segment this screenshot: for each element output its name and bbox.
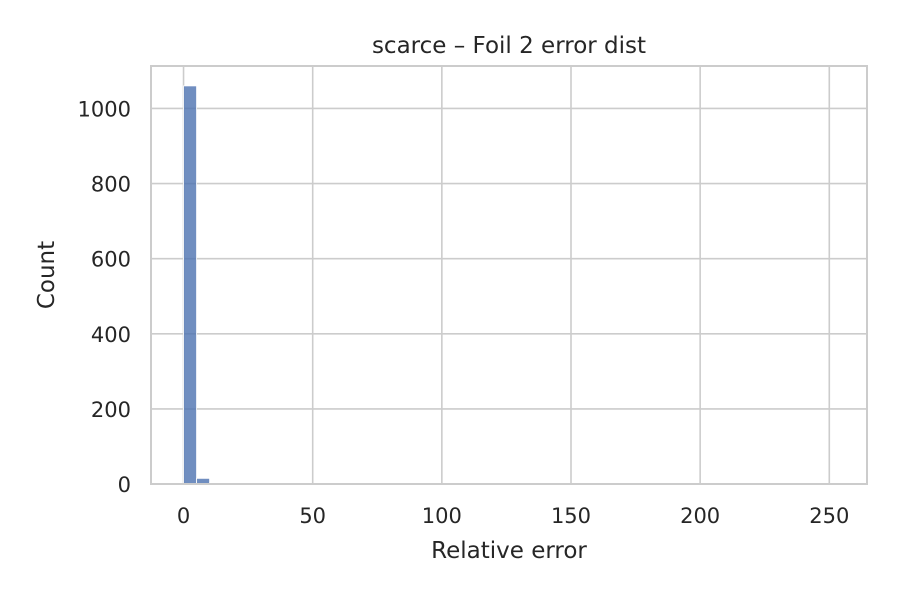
grid [151, 66, 867, 485]
histogram-bar [183, 85, 197, 485]
y-axis-label: Count [34, 241, 60, 309]
y-tick-label: 600 [91, 248, 131, 272]
x-tick-labels: 0 50 100 150 200 250 [177, 504, 849, 528]
y-tick-label: 800 [91, 173, 131, 197]
bars [183, 85, 835, 485]
y-tick-label: 1000 [78, 97, 131, 121]
x-tick-label: 250 [809, 504, 849, 528]
x-tick-label: 0 [177, 504, 190, 528]
x-tick-label: 100 [422, 504, 462, 528]
y-tick-label: 400 [91, 323, 131, 347]
x-tick-label: 150 [551, 504, 591, 528]
plot-frame [150, 65, 868, 485]
x-axis-label: Relative error [431, 538, 587, 564]
x-tick-label: 50 [299, 504, 326, 528]
y-tick-label: 0 [118, 473, 131, 497]
y-tick-labels: 0 200 400 600 800 1000 [78, 97, 131, 497]
chart-title: scarce – Foil 2 error dist [372, 33, 646, 59]
x-tick-label: 200 [680, 504, 720, 528]
y-tick-label: 200 [91, 398, 131, 422]
